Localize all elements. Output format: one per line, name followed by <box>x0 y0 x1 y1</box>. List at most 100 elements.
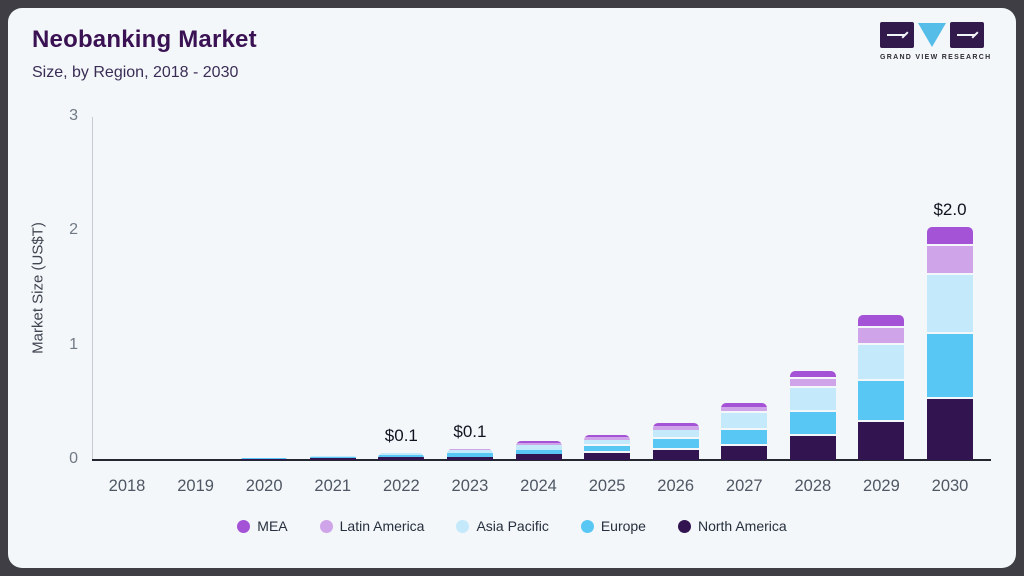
page-subtitle: Size, by Region, 2018 - 2030 <box>32 64 239 81</box>
total-label-2022: $0.1 <box>384 425 418 445</box>
stacked-bar-chart: Market Size (US$T) 0 1 2 3 $0.1 $0.1 $2.0 201… <box>8 8 1016 568</box>
bar-segment-europe <box>378 454 425 458</box>
bar-segment-asia-pacific <box>378 453 425 455</box>
bar-2020 <box>241 458 288 460</box>
bar-segment-latin-america <box>858 327 905 345</box>
x-tick-label-2020: 2020 <box>245 477 283 495</box>
x-tick-label-2029: 2029 <box>863 477 900 495</box>
bar-segment-europe <box>789 411 836 436</box>
grand-view-research-logo: GRAND VIEW RESEARCH <box>880 22 992 68</box>
x-tick-label-2018: 2018 <box>108 477 146 495</box>
y-tick-label: 0 <box>69 450 78 467</box>
bar-2026 <box>652 423 699 460</box>
bar-segment-europe <box>584 446 631 453</box>
bar-segment-europe <box>446 453 493 457</box>
x-tick-label-2023: 2023 <box>451 477 489 495</box>
x-axis-line <box>92 459 991 461</box>
bar-segment-latin-america <box>446 449 493 451</box>
legend-label: Europe <box>600 518 646 534</box>
legend-label: North America <box>697 518 787 534</box>
bar-segment-europe <box>515 449 562 455</box>
bar-2025 <box>584 434 631 460</box>
x-tick-label-2022: 2022 <box>382 477 420 495</box>
bar-segment-mea <box>789 370 836 379</box>
total-label-2023: $0.1 <box>453 421 487 441</box>
y-tick-label: 1 <box>69 335 78 353</box>
bar-segment-latin-america <box>927 246 973 275</box>
bar-segment-asia-pacific <box>721 413 768 430</box>
y-axis-title: Market Size (US$T) <box>29 222 47 354</box>
legend-label: MEA <box>257 518 288 534</box>
bar-segment-europe <box>309 457 356 459</box>
bar-segment-europe <box>652 439 699 450</box>
bar-2023 <box>446 448 493 460</box>
legend-item-asia-pacific: Asia Pacific <box>456 518 549 534</box>
chart-card: Neobanking Market Size, by Region, 2018 … <box>8 8 1016 568</box>
y-tick-label: 2 <box>69 221 78 239</box>
bar-segment-north-america <box>927 399 973 460</box>
logo-v-triangle-icon <box>918 23 946 47</box>
bar-2022 <box>378 452 425 460</box>
legend-item-north-america: North America <box>677 518 787 534</box>
logo-g-block-icon <box>880 22 914 48</box>
bar-2024 <box>515 441 562 460</box>
bar-segment-latin-america <box>584 437 631 440</box>
x-tick-label-2019: 2019 <box>177 477 214 495</box>
x-tick-label-2025: 2025 <box>588 477 626 495</box>
bar-segment-north-america <box>652 449 699 460</box>
x-tick-label-2030: 2030 <box>931 477 969 495</box>
x-tick-label-2028: 2028 <box>794 477 832 495</box>
bar-segment-mea <box>927 226 973 247</box>
x-tick-label-2024: 2024 <box>520 477 557 495</box>
legend-item-europe: Europe <box>580 518 646 534</box>
bar-segment-asia-pacific <box>515 445 562 450</box>
page-title: Neobanking Market <box>32 26 257 53</box>
bar-segment-north-america <box>858 422 905 460</box>
bar-segment-mea <box>858 314 905 328</box>
y-tick-label: 3 <box>69 107 78 124</box>
bar-segment-mea <box>515 441 562 443</box>
legend-label: Asia Pacific <box>476 518 549 534</box>
legend-dot-icon <box>677 519 691 533</box>
bar-segment-north-america <box>446 456 493 460</box>
bar-segment-asia-pacific <box>584 439 631 447</box>
bar-2028 <box>789 370 836 460</box>
bar-2029 <box>858 314 905 460</box>
legend-item-latin-america: Latin America <box>319 518 424 534</box>
bar-segment-north-america <box>378 457 425 460</box>
bar-segment-north-america <box>789 435 836 460</box>
bar-segment-mea <box>721 402 768 408</box>
bar-segment-asia-pacific <box>858 344 905 382</box>
legend-dot-icon <box>319 519 333 533</box>
bar-segment-latin-america <box>789 378 836 388</box>
bar-segment-north-america <box>584 452 631 460</box>
bar-segment-north-america <box>309 458 356 460</box>
bar-segment-asia-pacific <box>652 430 699 440</box>
bar-segment-mea <box>652 423 699 427</box>
x-tick-label-2021: 2021 <box>314 477 352 495</box>
bar-segment-north-america <box>241 458 288 460</box>
bar-segment-latin-america <box>721 407 768 414</box>
bar-segment-europe <box>721 429 768 447</box>
logo-caption: GRAND VIEW RESEARCH <box>880 54 992 61</box>
logo-r-block-icon <box>950 22 984 48</box>
bar-segment-asia-pacific <box>446 450 493 454</box>
bar-2027 <box>721 402 768 460</box>
bar-segment-europe <box>241 458 288 459</box>
chart-legend: MEA Latin America Asia Pacific Europe North … <box>8 518 1016 534</box>
bar-segment-latin-america <box>652 426 699 431</box>
bar-segment-europe <box>927 334 973 400</box>
bar-segment-north-america <box>515 454 562 460</box>
bar-segment-asia-pacific <box>789 387 836 412</box>
bar-2030 <box>927 226 973 460</box>
bar-segment-europe <box>858 381 905 423</box>
bar-segment-mea <box>584 434 631 438</box>
x-tick-label-2027: 2027 <box>725 477 763 495</box>
legend-dot-icon <box>237 519 251 533</box>
bar-segment-asia-pacific <box>309 456 356 458</box>
bar-segment-north-america <box>721 446 768 460</box>
bar-segment-asia-pacific <box>927 274 973 335</box>
bar-segment-mea <box>446 448 493 450</box>
bar-segment-latin-america <box>515 442 562 446</box>
total-label-2030: $2.0 <box>933 199 967 219</box>
